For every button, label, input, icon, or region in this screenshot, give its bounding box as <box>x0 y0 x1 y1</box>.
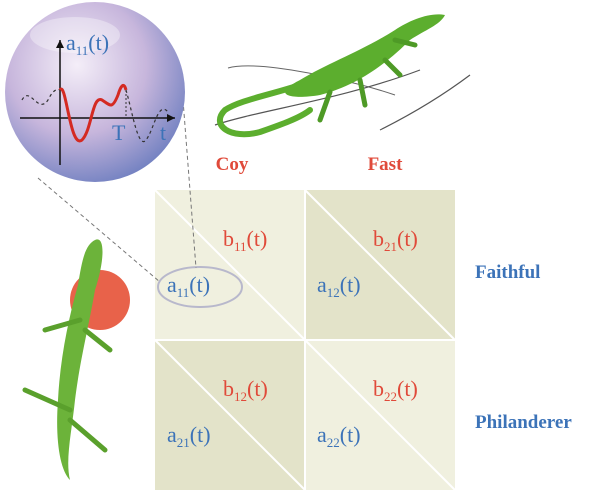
period-label: T <box>112 120 126 145</box>
a-payoff: a22(t) <box>317 422 361 450</box>
subscript: 12 <box>234 389 247 404</box>
lizard-body <box>285 14 445 97</box>
label-part: a <box>167 422 177 447</box>
label-part: b <box>223 226 234 251</box>
label-part: a <box>167 272 177 297</box>
curve-dashed <box>125 89 169 143</box>
row-header: Faithful <box>475 262 540 283</box>
label-part: (t) <box>247 226 268 251</box>
label-part: a <box>317 272 327 297</box>
subscript: 11 <box>177 285 190 300</box>
bubble-shine <box>30 17 120 53</box>
subscript: 22 <box>327 435 340 450</box>
label-part: a <box>66 30 76 55</box>
label-part: (t) <box>189 272 210 297</box>
diagonals <box>154 189 456 491</box>
curve <box>58 83 128 143</box>
label-part: (t) <box>247 376 268 401</box>
label-part: (t) <box>397 226 418 251</box>
bubble: a11(t) T t <box>5 2 185 182</box>
subscript: 12 <box>327 285 340 300</box>
matrix <box>154 189 456 491</box>
a-payoff: a21(t) <box>167 422 211 450</box>
b-payoff: b11(t) <box>223 226 267 254</box>
b-payoff: b21(t) <box>373 226 418 254</box>
label-part: a <box>317 422 327 447</box>
branch <box>214 69 471 131</box>
label-part: b <box>373 226 384 251</box>
lizard-legs <box>22 317 113 453</box>
subscript: 11 <box>76 43 89 58</box>
label-part: (t) <box>397 376 418 401</box>
connector <box>37 177 161 283</box>
row-header: Philanderer <box>475 412 572 433</box>
a-payoff: a12(t) <box>317 272 361 300</box>
subscript: 11 <box>234 239 247 254</box>
column-header: Coy <box>216 154 249 175</box>
time-label: t <box>160 120 166 145</box>
curve-dashed <box>21 88 61 105</box>
label-part: (t) <box>340 272 361 297</box>
column-header: Fast <box>368 154 404 175</box>
bubble-sphere <box>5 2 185 182</box>
connector <box>182 99 197 269</box>
highlight-ellipse <box>157 266 243 308</box>
subscript: 21 <box>384 239 397 254</box>
subscript: 22 <box>384 389 397 404</box>
b-payoff: b22(t) <box>373 376 418 404</box>
label-part: (t) <box>190 422 211 447</box>
label-part: b <box>223 376 234 401</box>
bubble-label: a11(t) <box>66 30 109 58</box>
label-part: b <box>373 376 384 401</box>
a-payoff: a11(t) <box>167 272 210 300</box>
b-payoff: b12(t) <box>223 376 268 404</box>
lizard-legs <box>317 37 418 123</box>
label-part: (t) <box>88 30 109 55</box>
subscript: 21 <box>177 435 190 450</box>
lizard-tail <box>216 82 313 138</box>
lizard-left <box>22 239 130 480</box>
label-part: (t) <box>340 422 361 447</box>
lizard-top <box>214 14 471 138</box>
